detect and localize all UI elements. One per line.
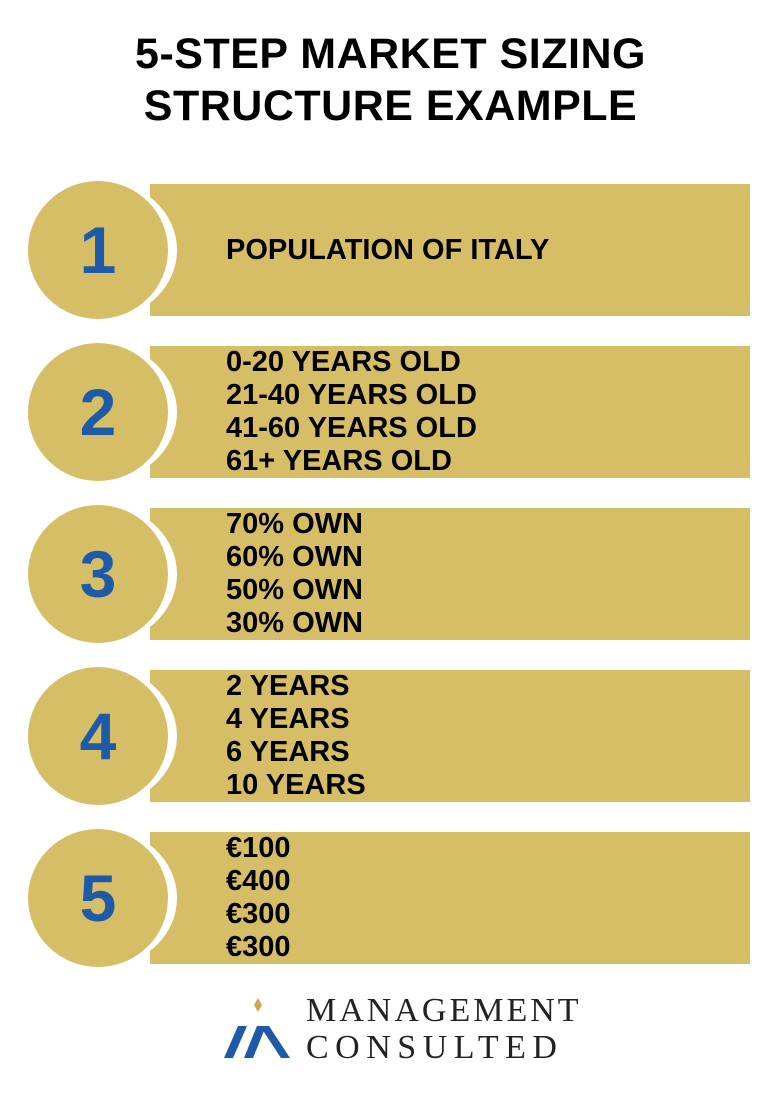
step-bar (150, 346, 750, 478)
logo-wordmark: MANAGEMENT CONSULTED (306, 992, 582, 1066)
step-line: 2 YEARS (226, 670, 350, 702)
step-5: 5 €100 €400 €300 €300 (0, 828, 781, 968)
step-3: 3 70% OWN 60% OWN 50% OWN 30% OWN (0, 504, 781, 644)
step-number-circle: 3 (28, 505, 168, 643)
step-line: 0-20 YEARS OLD (226, 346, 461, 378)
step-number-circle: 5 (28, 829, 168, 967)
logo-line-1: MANAGEMENT (306, 992, 582, 1029)
step-text: 0-20 YEARS OLD 21-40 YEARS OLD 41-60 YEA… (226, 346, 746, 478)
step-1: 1 POPULATION OF ITALY (0, 180, 781, 320)
step-line: 50% OWN (226, 574, 363, 606)
logo-mark-icon (224, 998, 290, 1058)
step-bar (150, 508, 750, 640)
step-line: 4 YEARS (226, 703, 350, 735)
logo-line-2: CONSULTED (306, 1029, 564, 1066)
step-line: €300 (226, 898, 291, 930)
step-line: €400 (226, 865, 291, 897)
title-line-2: STRUCTURE EXAMPLE (143, 82, 638, 130)
step-number: 3 (79, 537, 117, 611)
step-text: POPULATION OF ITALY (226, 184, 746, 316)
step-number-circle: 1 (28, 181, 168, 319)
step-number: 4 (79, 699, 117, 773)
management-consulted-logo: MANAGEMENT CONSULTED (220, 990, 580, 1070)
step-text: €100 €400 €300 €300 (226, 832, 746, 964)
page-title: 5-STEP MARKET SIZING STRUCTURE EXAMPLE (0, 28, 781, 132)
step-2: 2 0-20 YEARS OLD 21-40 YEARS OLD 41-60 Y… (0, 342, 781, 482)
step-line: 30% OWN (226, 607, 363, 639)
title-line-1: 5-STEP MARKET SIZING (135, 30, 646, 78)
step-number: 2 (79, 375, 117, 449)
step-line: €100 (226, 832, 291, 864)
step-number: 5 (79, 861, 117, 935)
step-line: 10 YEARS (226, 769, 366, 801)
step-line: 6 YEARS (226, 736, 350, 768)
step-line: 70% OWN (226, 508, 363, 540)
step-line: 41-60 YEARS OLD (226, 412, 477, 444)
step-number-circle: 2 (28, 343, 168, 481)
step-bar (150, 184, 750, 316)
step-4: 4 2 YEARS 4 YEARS 6 YEARS 10 YEARS (0, 666, 781, 806)
step-text: 70% OWN 60% OWN 50% OWN 30% OWN (226, 508, 746, 640)
step-line: POPULATION OF ITALY (226, 233, 550, 266)
step-line: 21-40 YEARS OLD (226, 379, 477, 411)
step-number-circle: 4 (28, 667, 168, 805)
step-text: 2 YEARS 4 YEARS 6 YEARS 10 YEARS (226, 670, 746, 802)
step-bar (150, 670, 750, 802)
step-line: 60% OWN (226, 541, 363, 573)
step-line: 61+ YEARS OLD (226, 445, 452, 477)
step-line: €300 (226, 931, 291, 963)
step-number: 1 (79, 213, 117, 287)
step-bar (150, 832, 750, 964)
